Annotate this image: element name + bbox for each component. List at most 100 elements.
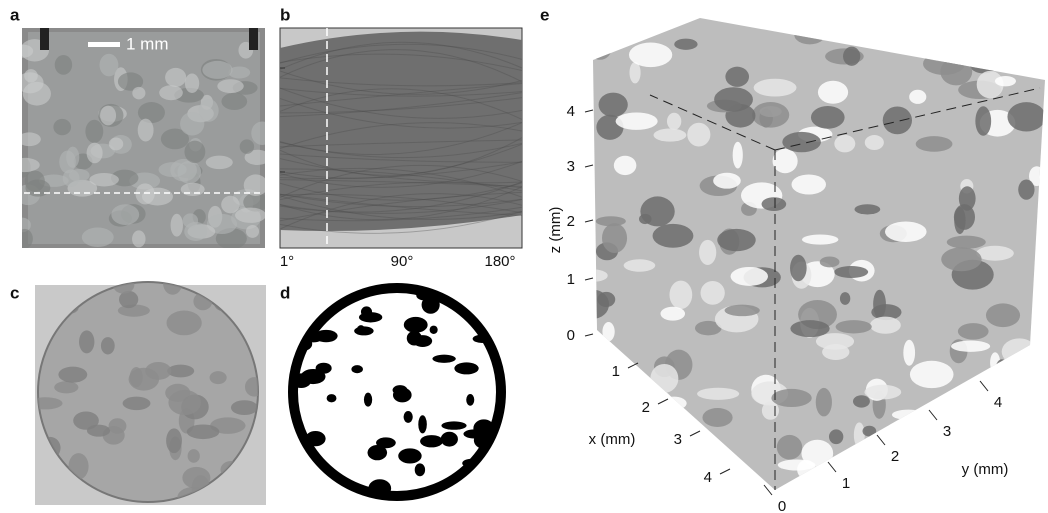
y-tick-label: 0 xyxy=(778,498,786,513)
tick xyxy=(585,110,593,112)
pore xyxy=(89,173,119,186)
pore xyxy=(418,415,427,433)
pore xyxy=(87,425,110,437)
pore xyxy=(762,401,779,419)
pore xyxy=(802,235,838,245)
pore xyxy=(407,331,422,346)
pore xyxy=(790,320,829,337)
pore xyxy=(58,367,87,383)
pore xyxy=(947,236,986,249)
pore xyxy=(315,330,338,342)
pore xyxy=(660,307,685,321)
pore xyxy=(210,371,227,384)
pore xyxy=(925,46,956,62)
pore xyxy=(398,448,421,463)
pore xyxy=(951,341,990,352)
pore xyxy=(101,337,115,354)
pore xyxy=(458,287,481,304)
pore xyxy=(430,326,438,334)
pore xyxy=(731,267,768,286)
tick xyxy=(929,410,937,420)
pore xyxy=(782,132,821,152)
panel-label: a xyxy=(10,5,20,24)
pore xyxy=(59,151,76,174)
pore xyxy=(185,74,199,94)
pore xyxy=(159,162,187,177)
pore xyxy=(420,435,443,447)
panel-label: e xyxy=(540,5,549,24)
pore xyxy=(794,26,825,44)
pore xyxy=(948,391,986,409)
pore xyxy=(181,183,205,196)
tick xyxy=(658,399,668,404)
tick xyxy=(585,165,593,167)
pore xyxy=(954,420,995,437)
y-tick-label: 1 xyxy=(842,475,850,492)
pore xyxy=(896,436,916,452)
panel-label: c xyxy=(10,283,19,302)
pore xyxy=(650,391,673,419)
pore xyxy=(55,55,72,75)
pore xyxy=(923,52,965,74)
y-tick-label: 4 xyxy=(994,394,1002,411)
pore xyxy=(109,418,127,434)
pore xyxy=(885,221,927,241)
pore xyxy=(883,106,912,134)
pore xyxy=(956,430,996,447)
pore xyxy=(17,229,33,249)
pore xyxy=(771,389,811,407)
pore xyxy=(235,208,266,223)
pore xyxy=(359,312,382,322)
pore xyxy=(206,156,233,170)
pore xyxy=(415,463,425,476)
tick xyxy=(690,431,700,436)
pore xyxy=(1009,434,1045,454)
x-tick-label: 3 xyxy=(674,431,682,448)
y-tick-label: 2 xyxy=(891,448,899,465)
pore xyxy=(166,428,182,453)
x-tick-label: 4 xyxy=(704,469,712,486)
pore xyxy=(834,266,868,278)
pore xyxy=(602,322,614,341)
pore xyxy=(667,113,681,130)
pore xyxy=(199,99,219,122)
pore xyxy=(1023,469,1037,492)
panel-label: b xyxy=(280,5,290,24)
pore xyxy=(954,207,965,234)
pore xyxy=(969,432,982,449)
pore xyxy=(588,36,611,60)
pore xyxy=(995,76,1016,86)
x-tick-label: 1 xyxy=(612,363,620,380)
pore xyxy=(85,120,103,143)
pore xyxy=(404,411,413,423)
pore xyxy=(376,437,396,448)
pore xyxy=(217,79,243,93)
pore xyxy=(18,132,41,146)
pore xyxy=(184,141,205,163)
pore xyxy=(159,85,183,100)
pore xyxy=(674,39,697,50)
pore xyxy=(792,175,826,195)
z-tick-label: 4 xyxy=(567,103,575,120)
pore xyxy=(702,408,732,427)
pore xyxy=(354,326,373,335)
pore xyxy=(959,186,976,210)
pore xyxy=(840,292,850,305)
pore xyxy=(903,340,915,366)
pore xyxy=(486,313,503,328)
pore xyxy=(294,301,304,309)
pore xyxy=(669,281,692,309)
pore xyxy=(202,61,232,79)
pore xyxy=(934,27,948,41)
pore xyxy=(231,400,258,415)
pore xyxy=(870,317,901,334)
z-axis-label: z (mm) xyxy=(547,207,564,254)
pore xyxy=(351,365,363,373)
pore xyxy=(441,432,458,447)
tick xyxy=(764,485,772,495)
pore xyxy=(645,480,679,495)
pore xyxy=(187,424,220,439)
pore xyxy=(184,222,207,241)
pore xyxy=(752,102,789,128)
x-axis-label: x (mm) xyxy=(589,431,636,448)
